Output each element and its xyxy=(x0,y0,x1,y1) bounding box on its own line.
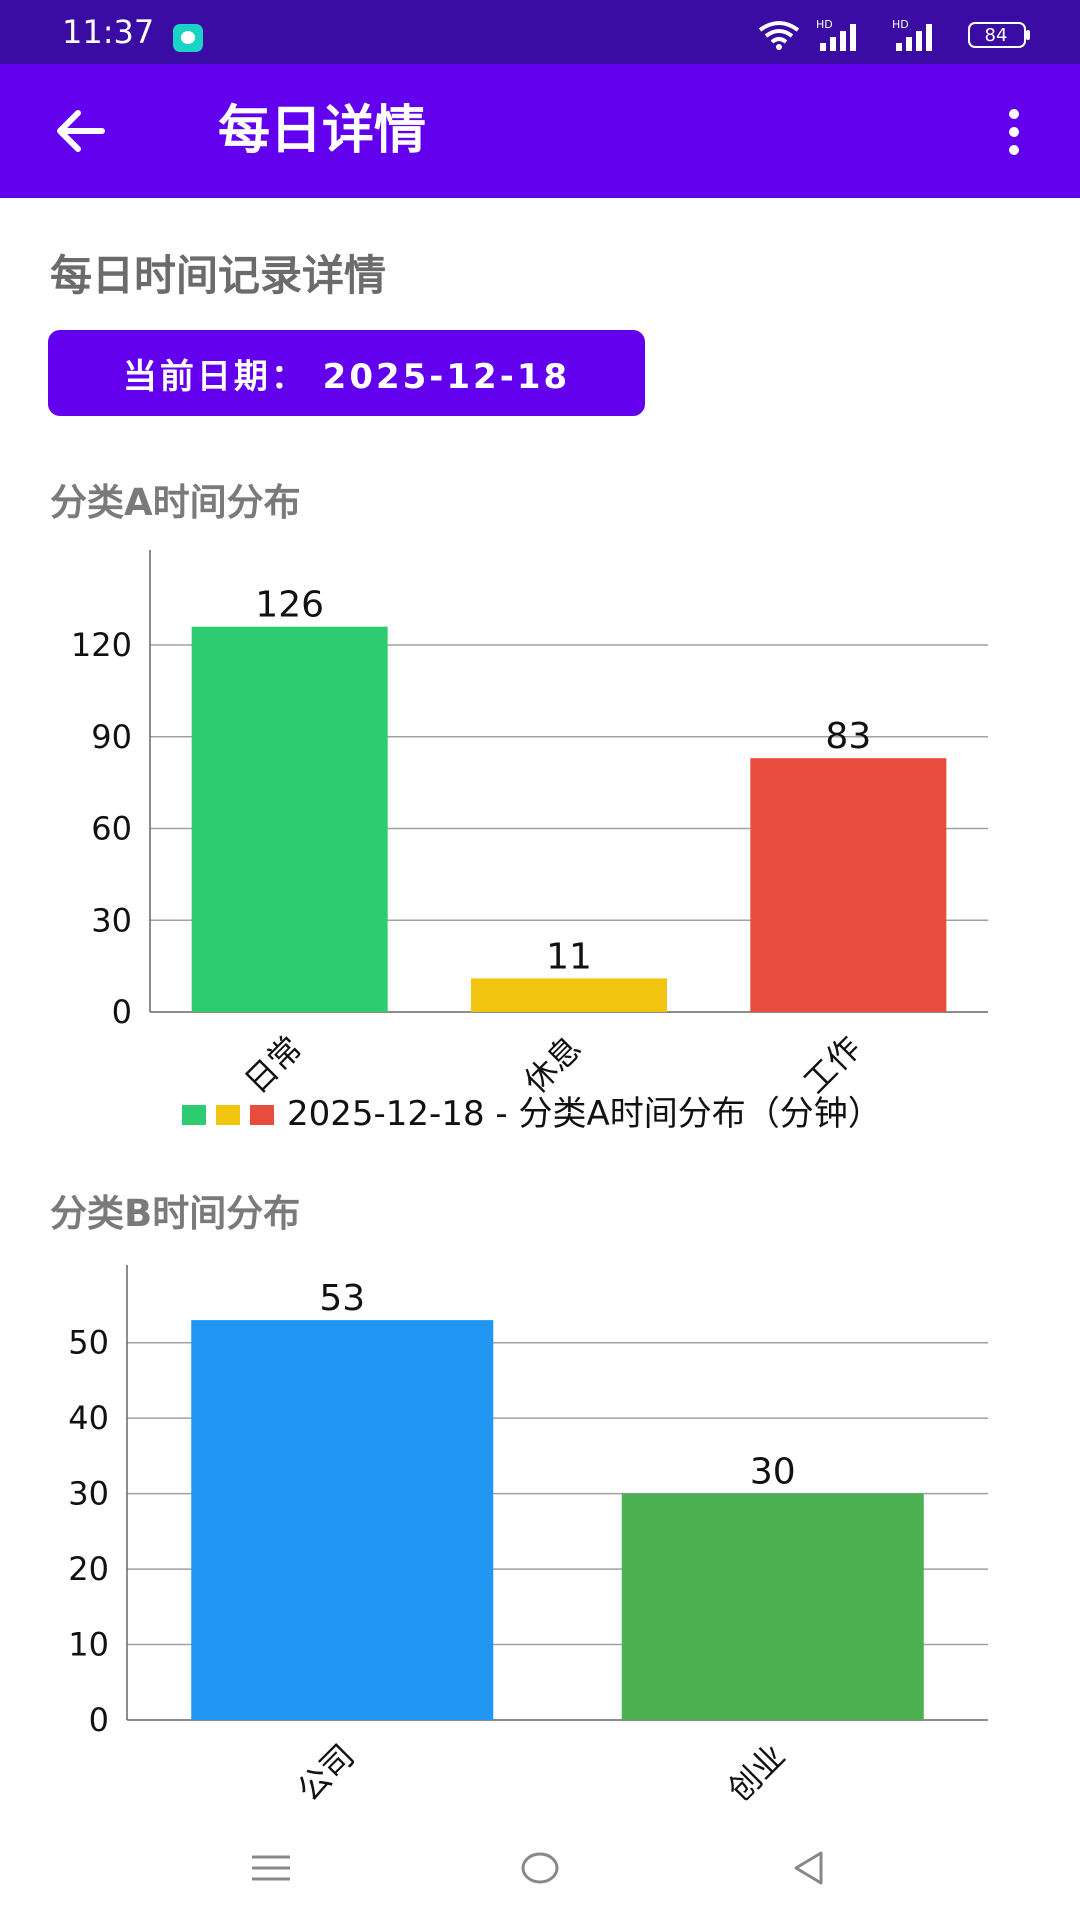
x-tick-label: 工作 xyxy=(796,1029,868,1101)
home-nav-icon[interactable] xyxy=(505,1840,575,1896)
signal-icon-1: HD xyxy=(816,19,856,51)
signal-label-1: HD xyxy=(816,19,833,31)
page-title: 每日时间记录详情 xyxy=(50,251,387,300)
bar-value-label: 126 xyxy=(255,585,324,626)
y-tick-label: 0 xyxy=(112,993,132,1031)
legend-swatch xyxy=(182,1105,206,1125)
app-title: 每日详情 xyxy=(218,101,427,161)
legend-label: 2025-12-18 - 分类A时间分布（分钟） xyxy=(287,1094,882,1134)
x-tick-label: 公司 xyxy=(290,1737,362,1809)
y-tick-label: 60 xyxy=(91,810,132,848)
y-tick-label: 120 xyxy=(71,626,132,664)
back-nav-icon[interactable] xyxy=(773,1840,843,1896)
signal-label-2: HD xyxy=(892,19,909,31)
signal-icon-2: HD xyxy=(892,19,932,51)
y-tick-label: 20 xyxy=(68,1550,109,1588)
y-tick-label: 30 xyxy=(91,901,132,939)
x-tick-label: 创业 xyxy=(720,1737,792,1809)
status-time: 11:37 xyxy=(62,13,155,51)
date-button[interactable]: 当前日期： 2025-12-18 xyxy=(48,330,645,416)
chart-b-svg: 0 10 20 30 40 50 53 公司 30 创业 xyxy=(68,1265,988,1809)
bar-value-label: 11 xyxy=(546,936,592,977)
battery-icon: 84 xyxy=(968,22,1030,48)
bar xyxy=(471,978,667,1012)
x-tick-label: 休息 xyxy=(517,1029,589,1101)
legend-swatch xyxy=(250,1105,274,1125)
x-tick-label: 日常 xyxy=(237,1029,309,1101)
app-bar: 每日详情 xyxy=(0,64,1080,198)
y-tick-label: 90 xyxy=(91,718,132,756)
bar xyxy=(191,626,388,1012)
app-notification-icon xyxy=(173,24,203,52)
legend-swatch xyxy=(216,1105,240,1125)
navigation-bar xyxy=(0,1820,1080,1920)
menu-nav-icon[interactable] xyxy=(236,1840,306,1896)
status-bar: 11:37 HD HD 84 xyxy=(0,0,1080,64)
section-title-b: 分类B时间分布 xyxy=(50,1192,301,1235)
bar-value-label: 30 xyxy=(750,1452,796,1493)
more-vert-icon[interactable] xyxy=(1000,106,1028,158)
y-tick-label: 50 xyxy=(68,1324,109,1362)
battery-level: 84 xyxy=(985,25,1008,46)
y-tick-label: 40 xyxy=(68,1399,109,1437)
bar-chart-a: 0 30 60 90 120 126 日常 11 休息 83 工作 2025-12-18 - 分类A时… xyxy=(0,530,1080,1150)
bar xyxy=(191,1320,494,1720)
y-tick-label: 30 xyxy=(68,1475,109,1513)
bar-value-label: 53 xyxy=(319,1278,365,1319)
y-tick-label: 0 xyxy=(89,1701,109,1739)
bar-value-label: 83 xyxy=(825,716,871,757)
section-title-a: 分类A时间分布 xyxy=(50,481,301,524)
bar xyxy=(621,1493,924,1720)
bar xyxy=(750,758,947,1012)
status-icons: HD HD 84 xyxy=(758,18,1032,52)
arrow-left-icon[interactable] xyxy=(52,102,110,160)
wifi-icon xyxy=(758,21,800,50)
y-tick-label: 10 xyxy=(68,1626,109,1664)
bar-chart-b: 0 10 20 30 40 50 53 公司 30 创业 xyxy=(0,1240,1080,1820)
